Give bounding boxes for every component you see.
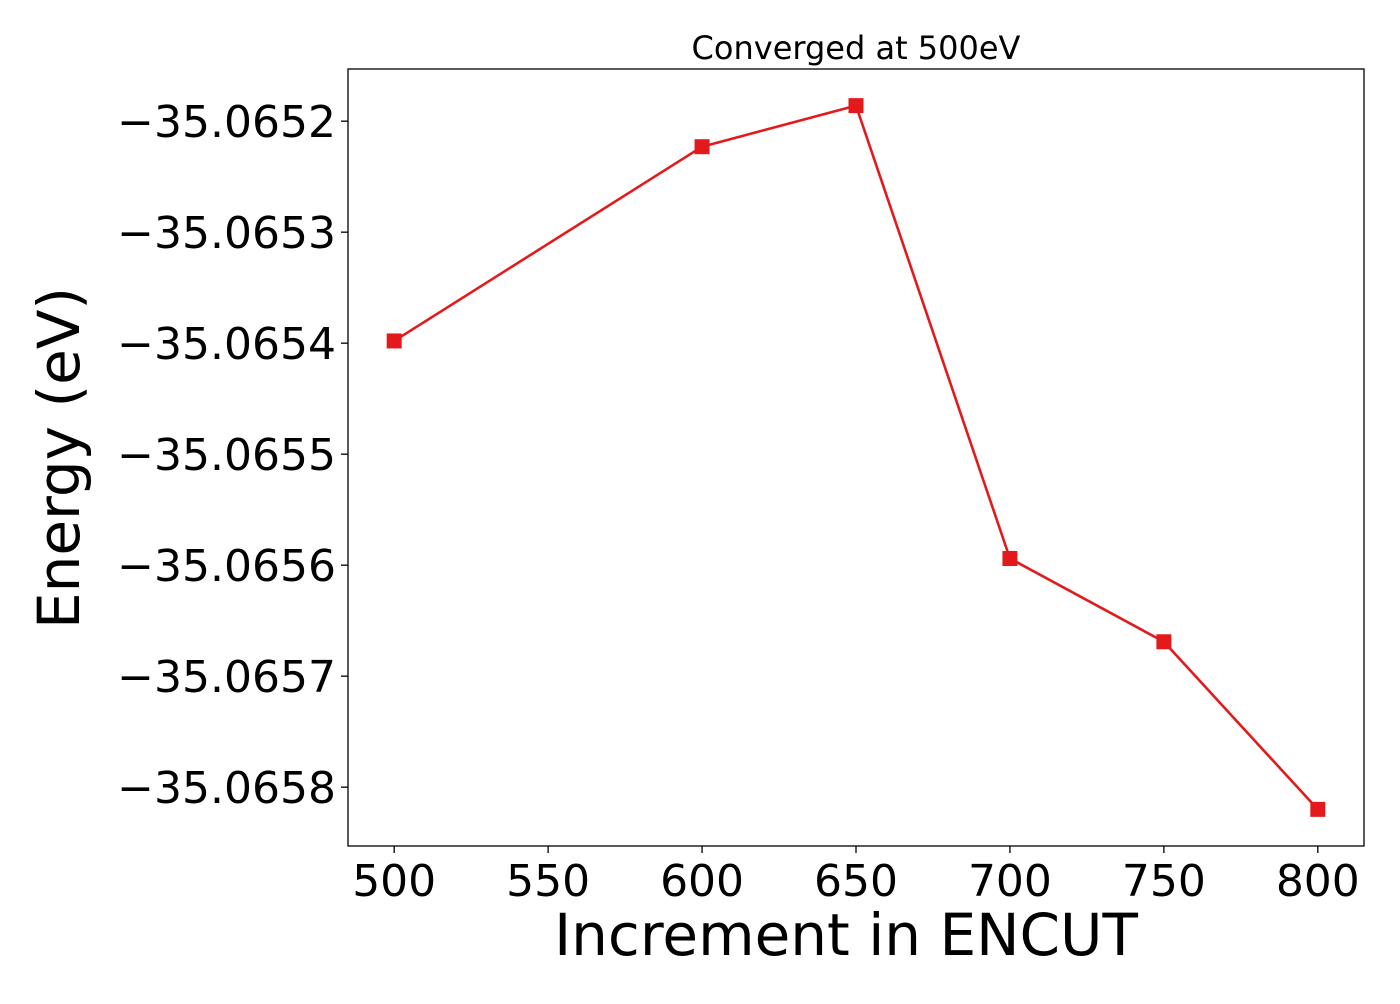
x-axis-title: Increment in ENCUT <box>554 901 1138 969</box>
x-tick-label: 500 <box>352 856 436 907</box>
y-tick-label: −35.0657 <box>117 652 336 703</box>
y-tick-label: −35.0656 <box>117 541 336 592</box>
chart-title: Converged at 500eV <box>692 29 1021 67</box>
series-line <box>393 104 1319 811</box>
data-point-marker <box>386 333 402 349</box>
x-tick-label: 600 <box>660 856 744 907</box>
y-axis-title: Energy (eV) <box>25 287 93 629</box>
x-tick-label: 800 <box>1276 856 1360 907</box>
y-tick-label: −35.0655 <box>117 430 336 481</box>
x-tick-label: 550 <box>506 856 590 907</box>
data-point-marker <box>694 139 710 155</box>
data-point-marker <box>1310 801 1326 817</box>
y-tick-label: −35.0658 <box>117 763 336 814</box>
data-point-marker <box>1002 551 1018 567</box>
plot-area: 500 550 600 650 700 750 800 −35.0652 −35.0653 −35… <box>117 68 1365 907</box>
x-tick-label: 700 <box>968 856 1052 907</box>
y-tick-label: −35.0654 <box>117 319 336 370</box>
data-point-marker <box>848 98 864 114</box>
data-point-marker <box>1156 634 1172 650</box>
y-tick-label: −35.0653 <box>117 208 336 259</box>
y-tick-label: −35.0652 <box>117 97 336 148</box>
x-tick-label: 650 <box>814 856 898 907</box>
plot-frame <box>347 68 1365 847</box>
x-tick-label: 750 <box>1122 856 1206 907</box>
